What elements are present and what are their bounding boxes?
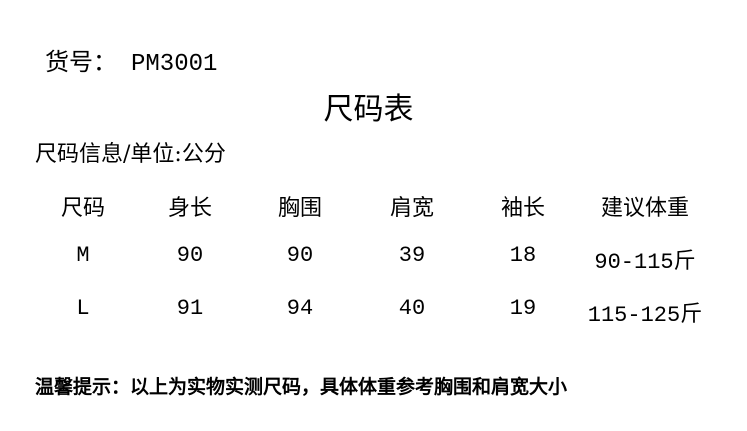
tip-note: 温馨提示：以上为实物实测尺码，具体体重参考胸围和肩宽大小 bbox=[35, 376, 568, 398]
column-header: 胸围 bbox=[277, 196, 322, 221]
table-cell: M bbox=[76, 243, 90, 268]
item-number-label: 货号： bbox=[45, 48, 117, 76]
table-cell: 90 bbox=[176, 243, 204, 268]
table-cell: 19 bbox=[509, 296, 537, 321]
column-header: 肩宽 bbox=[389, 196, 434, 221]
item-number: 货号： PM3001 bbox=[45, 42, 217, 78]
column-header: 尺码 bbox=[60, 196, 105, 221]
table-cell: 91 bbox=[176, 296, 204, 321]
column-header: 身长 bbox=[167, 196, 212, 221]
column-header: 建议体重 bbox=[600, 196, 689, 221]
table-cell: 90-115斤 bbox=[594, 250, 696, 275]
item-number-value: PM3001 bbox=[131, 51, 218, 78]
table-cell: 94 bbox=[286, 296, 314, 321]
page-title: 尺码表 bbox=[323, 92, 414, 127]
table-cell: 115-125斤 bbox=[587, 303, 703, 328]
table-cell: 40 bbox=[398, 296, 426, 321]
size-info-unit: 尺码信息/单位:公分 bbox=[35, 142, 226, 167]
table-cell: 18 bbox=[509, 243, 537, 268]
table-cell: L bbox=[76, 296, 90, 321]
table-cell: 90 bbox=[286, 243, 314, 268]
column-header: 袖长 bbox=[500, 196, 545, 221]
table-cell: 39 bbox=[398, 243, 426, 268]
